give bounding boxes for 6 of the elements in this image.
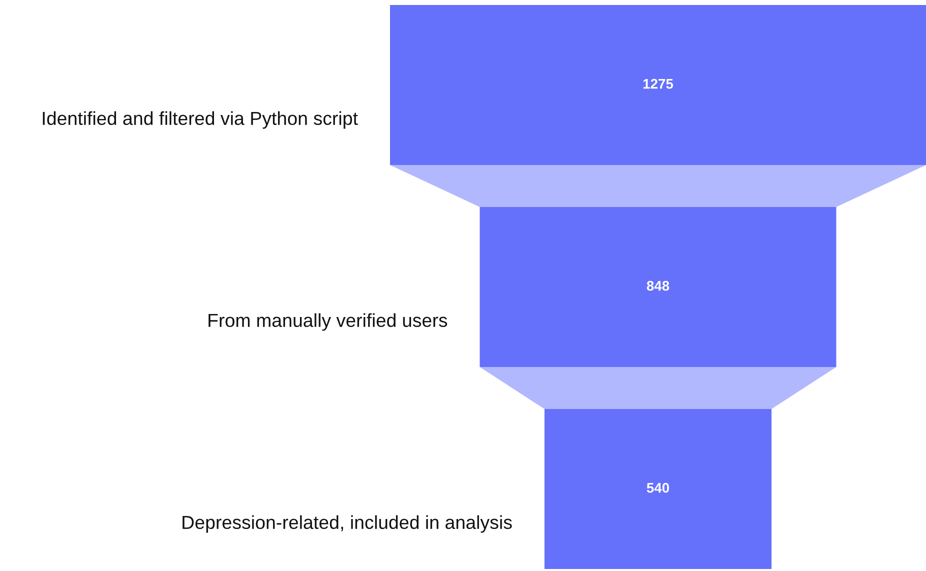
data-label: 540 [646,482,670,493]
category-label: Identified and filtered via Python script [42,111,358,129]
category-label: From manually verified users [208,313,448,331]
category-label: Depression-related, included in analysis [182,515,512,533]
data-label: 1275 [643,78,674,89]
data-label: 848 [646,280,670,291]
